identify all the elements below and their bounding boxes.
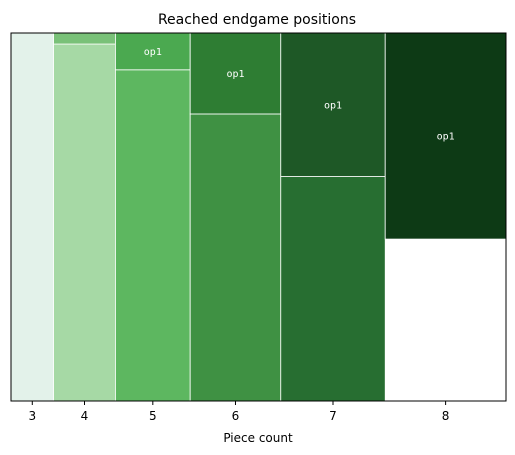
x-tick-label-3: 3 [28, 409, 36, 423]
segment-8-1 [384, 32, 507, 240]
x-axis-ticks: 3 4 5 6 7 8 [28, 401, 449, 423]
segment-7-0 [280, 176, 386, 402]
segment-label-6: op1 [226, 69, 244, 80]
segment-5-1 [115, 32, 191, 71]
x-axis-label: Piece count [223, 431, 293, 445]
mosaic-segments: op1 op1 op1 op1 [11, 32, 507, 402]
segment-6-1 [189, 32, 282, 115]
segment-6-0 [189, 113, 282, 402]
segment-label-7: op1 [324, 100, 342, 111]
segment-8-0 [385, 239, 506, 401]
x-tick-label-6: 6 [232, 409, 240, 423]
x-tick-label-5: 5 [149, 409, 157, 423]
chart-title: Reached endgame positions [158, 12, 356, 28]
plot-frame [10, 32, 507, 402]
x-tick-label-7: 7 [329, 409, 337, 423]
segment-label-5: op1 [144, 47, 162, 58]
segment-4-0 [53, 43, 116, 402]
segment-label-8: op1 [437, 132, 455, 143]
segment-5-0 [115, 69, 191, 402]
segment-4-1 [53, 32, 116, 45]
segment-3-0 [11, 33, 54, 401]
x-tick-label-4: 4 [81, 409, 89, 423]
x-tick-label-8: 8 [442, 409, 450, 423]
